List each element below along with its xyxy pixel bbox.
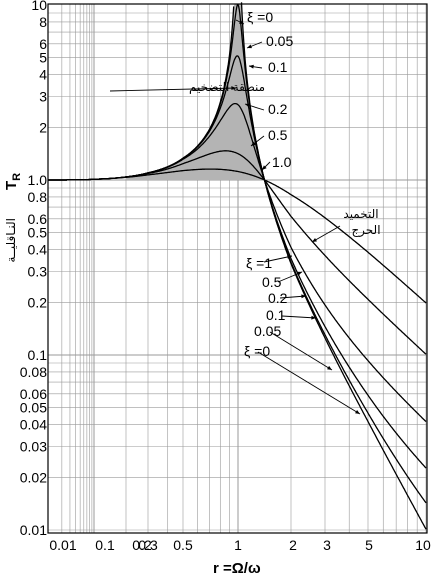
y-tick-label: 0.08 [20,364,47,380]
curve-label-xi-0.1-lower: 0.1 [266,307,286,323]
y-tick-label: 4 [39,67,47,83]
leader-arrowhead [327,365,332,370]
leader-line [281,315,317,319]
curve-label-xi-0.1-upper: 0.1 [268,59,288,75]
y-axis-title-arabic: النـاقليــة [4,218,18,263]
y-axis-title-symbol: T [3,181,20,190]
curve-label-xi-1-lower: ξ =1 [246,255,272,271]
grid-lines [48,4,427,533]
x-tick-label: 0.5 [173,537,193,553]
curve-label-xi-1.0-upper: 1.0 [272,154,292,170]
x-tick-label: 3 [323,537,331,553]
amplification-region-shading [126,4,265,180]
y-tick-label: 1.0 [28,172,48,188]
y-tick-label: 0.1 [28,347,48,363]
leader-arrowhead [301,294,306,299]
curve-label-xi-0-lower: ξ =0 [244,343,270,359]
x-tick-label: 1 [234,537,242,553]
y-tick-label: 0.03 [20,439,47,455]
leader-arrowhead [311,315,316,320]
label-leader-lines [109,19,361,415]
y-tick-label: 0.05 [20,400,47,416]
y-tick-label: 2 [39,119,47,135]
x-tick-label: 0.1 [95,537,115,553]
x-tick-label: 5 [365,537,373,553]
y-tick-labels: 0.01 0.02 0.03 0.040.050.06 0.080.1 0.2 0.3 0.4… [20,0,47,538]
leader-line [109,87,237,92]
y-tick-label: 0.3 [28,264,48,280]
curve-label-xi-0.2-lower: 0.2 [268,290,288,306]
leader-arrowhead [239,20,244,24]
leader-arrowhead [249,64,254,69]
leader-line [311,225,341,243]
leader-arrowhead [247,44,252,49]
svg-text:TR: TR [3,173,23,190]
leader-arrowhead [312,238,317,242]
y-tick-label: 0.8 [28,189,48,205]
curve-label-xi-0-upper: ξ =0 [247,9,273,25]
transmissibility-curves [48,2,427,530]
y-tick-label: 0.6 [28,211,48,227]
y-tick-label: 0.5 [28,225,48,241]
y-axis-title: TR [3,173,23,190]
x-tick-label: 0.3 [138,537,158,553]
x-axis-title: r =Ω/ω [213,560,261,577]
leader-arrowhead [251,141,256,146]
amplification-region-label: منطقة التضخيم [189,80,265,94]
y-tick-label: 8 [39,14,47,30]
curve-label-xi-0.05-lower: 0.05 [254,323,281,339]
x-tick-labels: 0.01 0.1 0.20.3 0.5 1 2 3 5 10 [49,537,431,553]
leader-arrowhead [355,409,360,414]
x-tick-label: 2 [289,537,297,553]
leader-arrowhead [231,86,236,91]
leader-arrowhead [297,271,302,276]
leader-line [269,331,333,371]
critical-damping-label-1: التخميد [343,207,378,221]
curve-xi-0.5 [48,150,427,355]
y-tick-label: 3 [39,89,47,105]
leader-arrowhead [262,165,267,170]
leader-arrowhead [287,255,292,259]
x-tick-label: 0.01 [49,537,76,553]
critical-damping-label-2: الحرج [351,223,380,238]
curve-label-xi-0.5-upper: 0.5 [268,127,288,143]
leader-line [263,255,293,263]
x-tick-label: 10 [415,537,431,553]
curve-label-xi-0.2-upper: 0.2 [268,101,288,117]
y-tick-label: 10 [31,0,47,13]
leader-line [257,351,361,415]
plot-frame [47,3,428,534]
y-tick-label: 0.2 [28,294,48,310]
curve-label-xi-0.05-upper: 0.05 [266,33,293,49]
leader-arrowhead [245,103,250,108]
curve-xi-1 [48,168,427,304]
y-axis-title-subscript: R [11,173,23,181]
y-tick-label: 5 [39,50,47,66]
y-tick-label: 0.06 [20,386,47,402]
y-tick-label: 6 [39,36,47,52]
y-tick-label: 0.02 [20,469,47,485]
curve-label-xi-0.5-lower: 0.5 [262,274,282,290]
x-tick-label: 0.2 [132,537,152,553]
y-tick-label: 0.4 [28,242,48,258]
y-tick-label: 0.04 [20,417,47,433]
y-tick-label: 0.01 [20,522,47,538]
